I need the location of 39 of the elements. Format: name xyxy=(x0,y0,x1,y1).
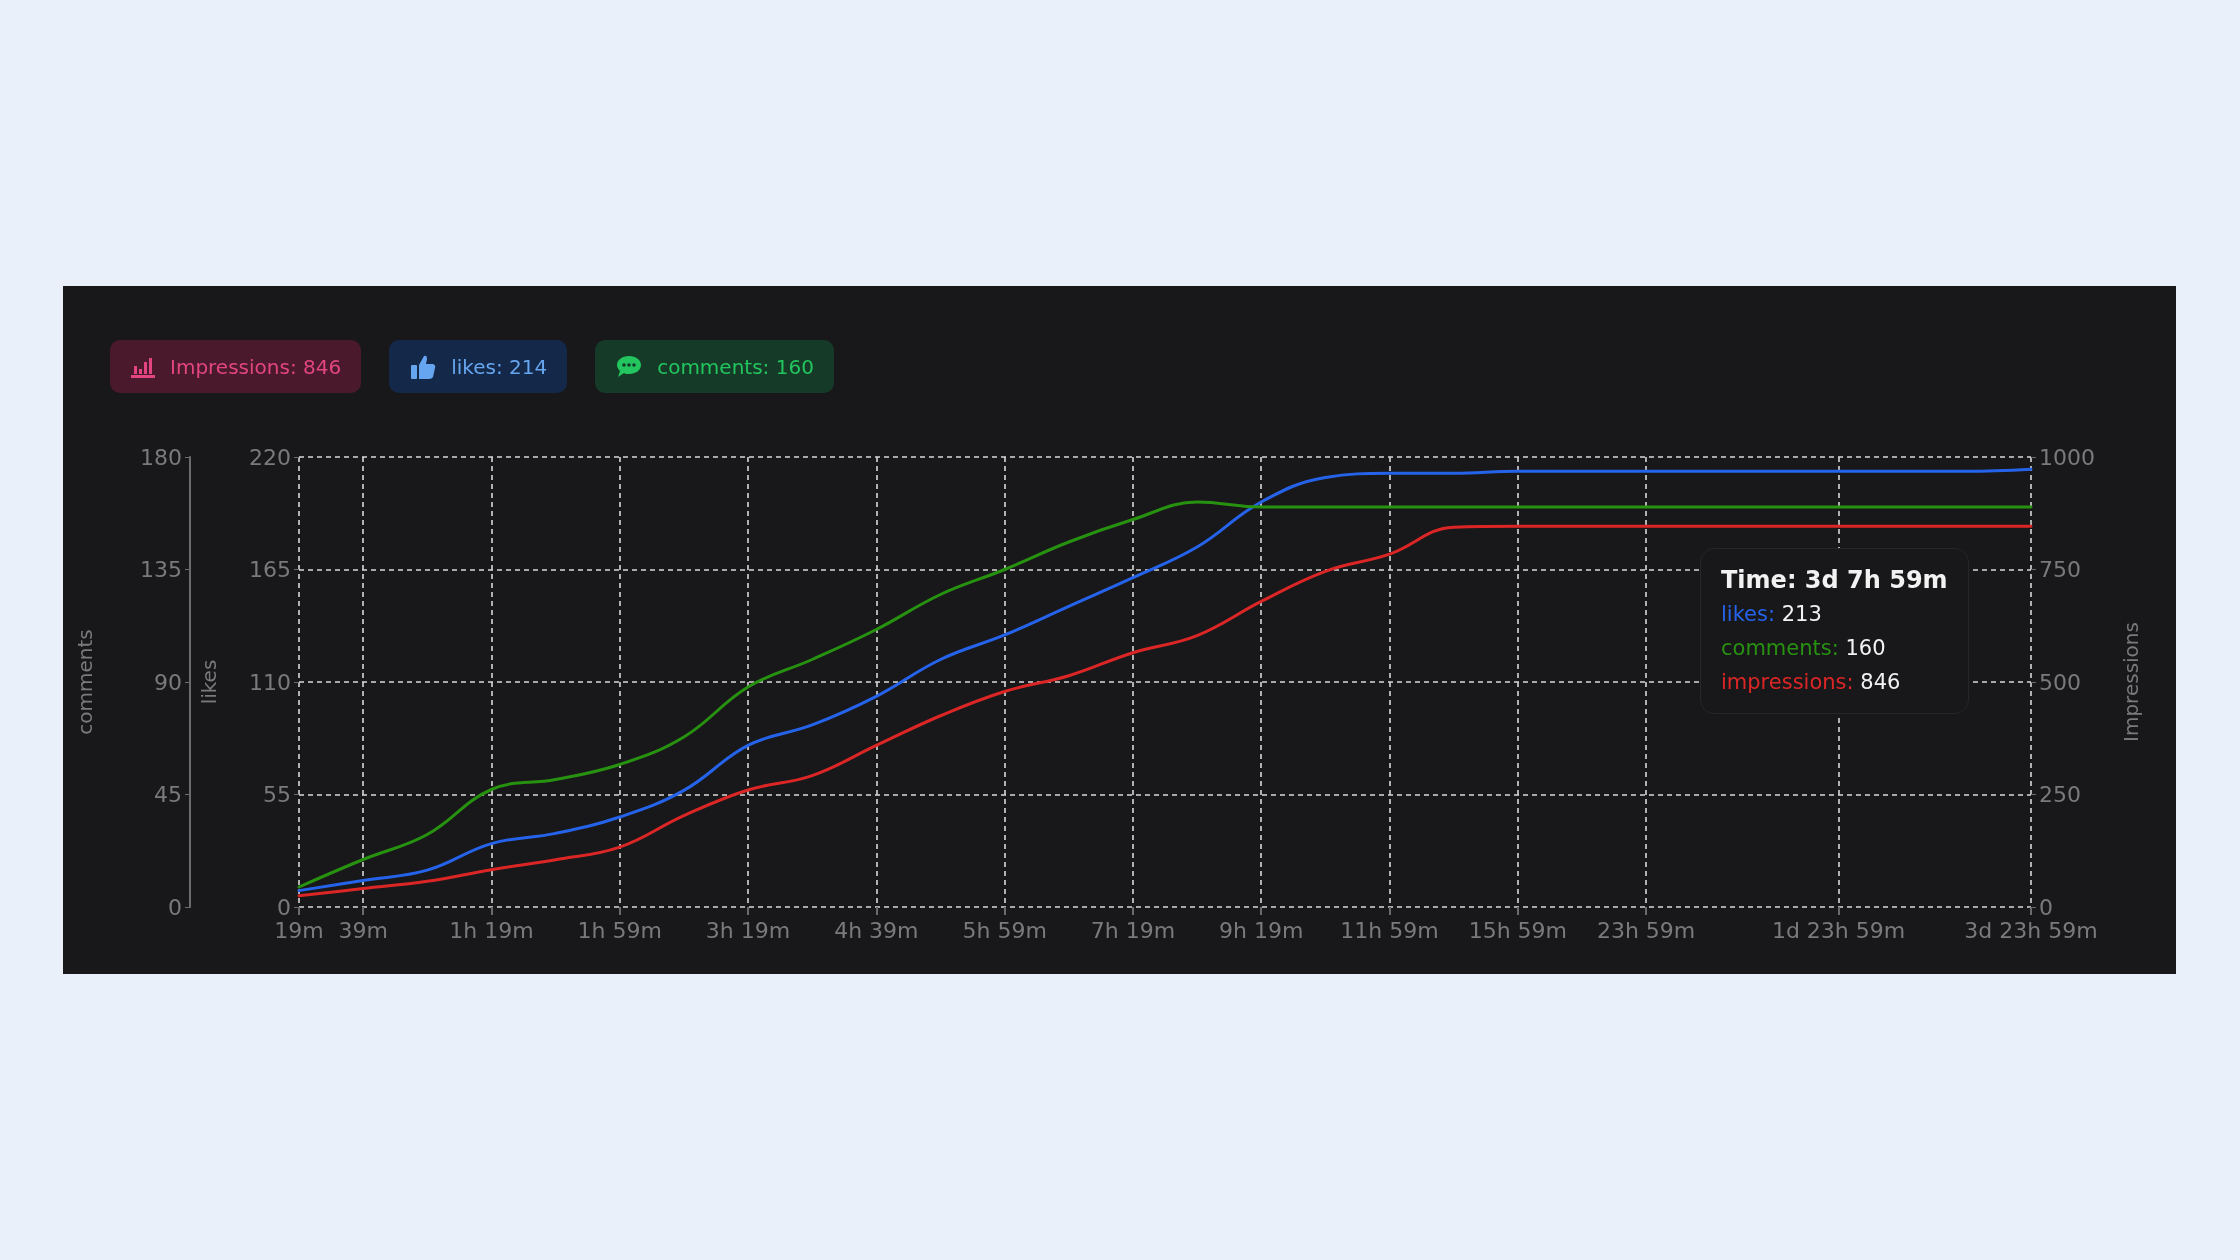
y-tick-label: 110 xyxy=(249,669,291,695)
y3-tick-label: 135 xyxy=(140,557,182,582)
y2-tick-label: 750 xyxy=(2039,557,2081,582)
x-tick-label: 19m xyxy=(274,917,324,943)
x-tick-label: 1d 23h 59m xyxy=(1771,917,1906,943)
y2-tick-label: 1000 xyxy=(2039,444,2095,470)
annotation: Time: 3d 7h 59m xyxy=(1721,565,1948,596)
y-tick-label: 220 xyxy=(249,444,291,470)
text: likes: 214 xyxy=(451,354,548,379)
annotation: comments: 160 xyxy=(1721,635,1887,662)
annotation: impressions: 846 xyxy=(1721,669,1902,696)
y2-tick-label: 250 xyxy=(2039,782,2081,807)
y2-tick-label: 500 xyxy=(2039,669,2081,695)
y3-tick-label: 0 xyxy=(168,894,182,920)
text: comments: 160 xyxy=(657,354,814,379)
y2-axis-title: Impressions xyxy=(2119,622,2143,742)
x-tick-label: 23h 59m xyxy=(1596,917,1696,943)
y3-tick-label: 45 xyxy=(154,782,182,807)
x-tick-label: 3d 23h 59m xyxy=(1964,917,2098,943)
y-axis-title: likes xyxy=(197,659,221,705)
annotation: likes: 213 xyxy=(1721,601,1823,628)
x-tick-label: 1h 19m xyxy=(449,917,534,943)
x-tick-label: 5h 59m xyxy=(962,917,1047,943)
y3-axis-title: comments xyxy=(73,629,97,735)
x-tick-label: 3h 19m xyxy=(705,917,791,943)
x-tick-label: 7h 19m xyxy=(1090,917,1176,943)
y-tick-label: 55 xyxy=(263,782,291,807)
y3-tick-label: 90 xyxy=(154,669,182,695)
x-tick-label: 39m xyxy=(338,917,388,943)
x-tick-label: 4h 39m xyxy=(834,917,919,943)
x-tick-label: 9h 19m xyxy=(1219,917,1304,943)
x-tick-label: 1h 59m xyxy=(577,917,662,943)
y2-tick-label: 0 xyxy=(2039,894,2053,920)
y-tick-label: 165 xyxy=(249,557,291,582)
x-tick-label: 15h 59m xyxy=(1468,917,1567,943)
y3-tick-label: 180 xyxy=(140,444,182,470)
text: Impressions: 846 xyxy=(170,354,342,379)
x-tick-label: 11h 59m xyxy=(1340,917,1439,943)
y-tick-label: 0 xyxy=(277,894,291,920)
